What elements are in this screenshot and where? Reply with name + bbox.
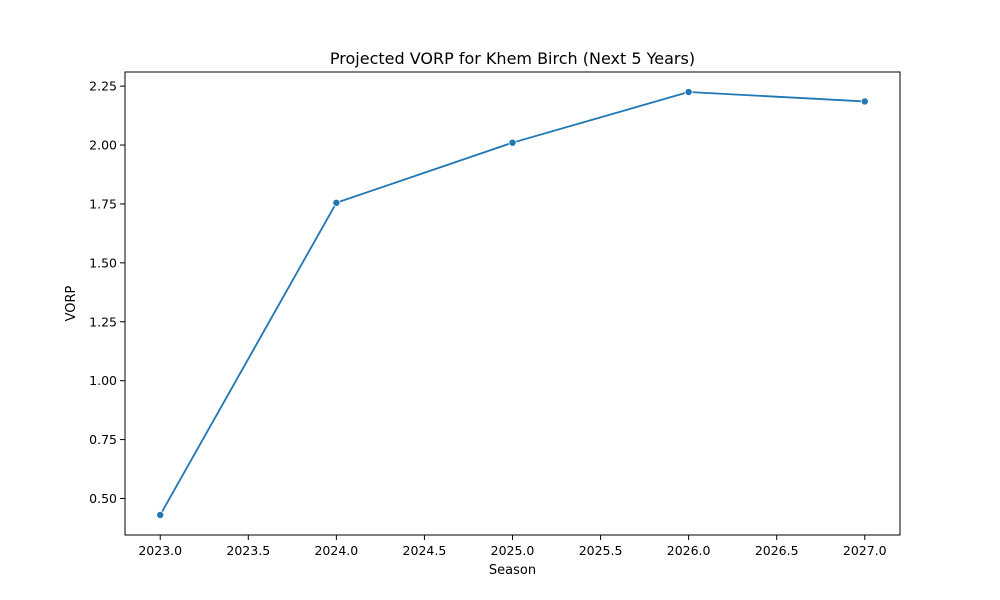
x-tick-label: 2025.0 [491, 543, 535, 558]
x-axis-label: Season [489, 563, 536, 578]
axes-frame [124, 71, 901, 536]
x-tick-label: 2025.5 [579, 543, 623, 558]
data-point [332, 198, 341, 207]
y-tick-label: 1.75 [89, 196, 117, 211]
chart-title: Projected VORP for Khem Birch (Next 5 Ye… [330, 49, 695, 68]
x-tick-label: 2026.5 [755, 543, 799, 558]
x-tick-label: 2027.0 [843, 543, 887, 558]
plot-area [156, 88, 869, 519]
x-tick-label: 2024.0 [314, 543, 358, 558]
x-tick-label: 2026.0 [667, 543, 711, 558]
data-point [508, 138, 517, 147]
data-point [156, 510, 165, 519]
y-tick-label: 2.00 [89, 138, 117, 153]
y-tick-label: 2.25 [89, 79, 117, 94]
x-tick-label: 2023.0 [138, 543, 182, 558]
y-tick-label: 1.25 [89, 314, 117, 329]
y-axis-label: VORP [64, 285, 79, 321]
y-tick-label: 0.50 [89, 491, 117, 506]
y-tick-label: 0.75 [89, 432, 117, 447]
x-tick-label: 2023.5 [226, 543, 270, 558]
x-tick-label: 2024.5 [403, 543, 447, 558]
y-tick-label: 1.00 [89, 373, 117, 388]
data-point [684, 88, 693, 97]
y-tick-label: 1.50 [89, 255, 117, 270]
axis-ticks: 2023.0 2023.5 2024.0 2024.5 2025.0 2025.5 2026… [89, 79, 887, 558]
data-point [860, 97, 869, 106]
